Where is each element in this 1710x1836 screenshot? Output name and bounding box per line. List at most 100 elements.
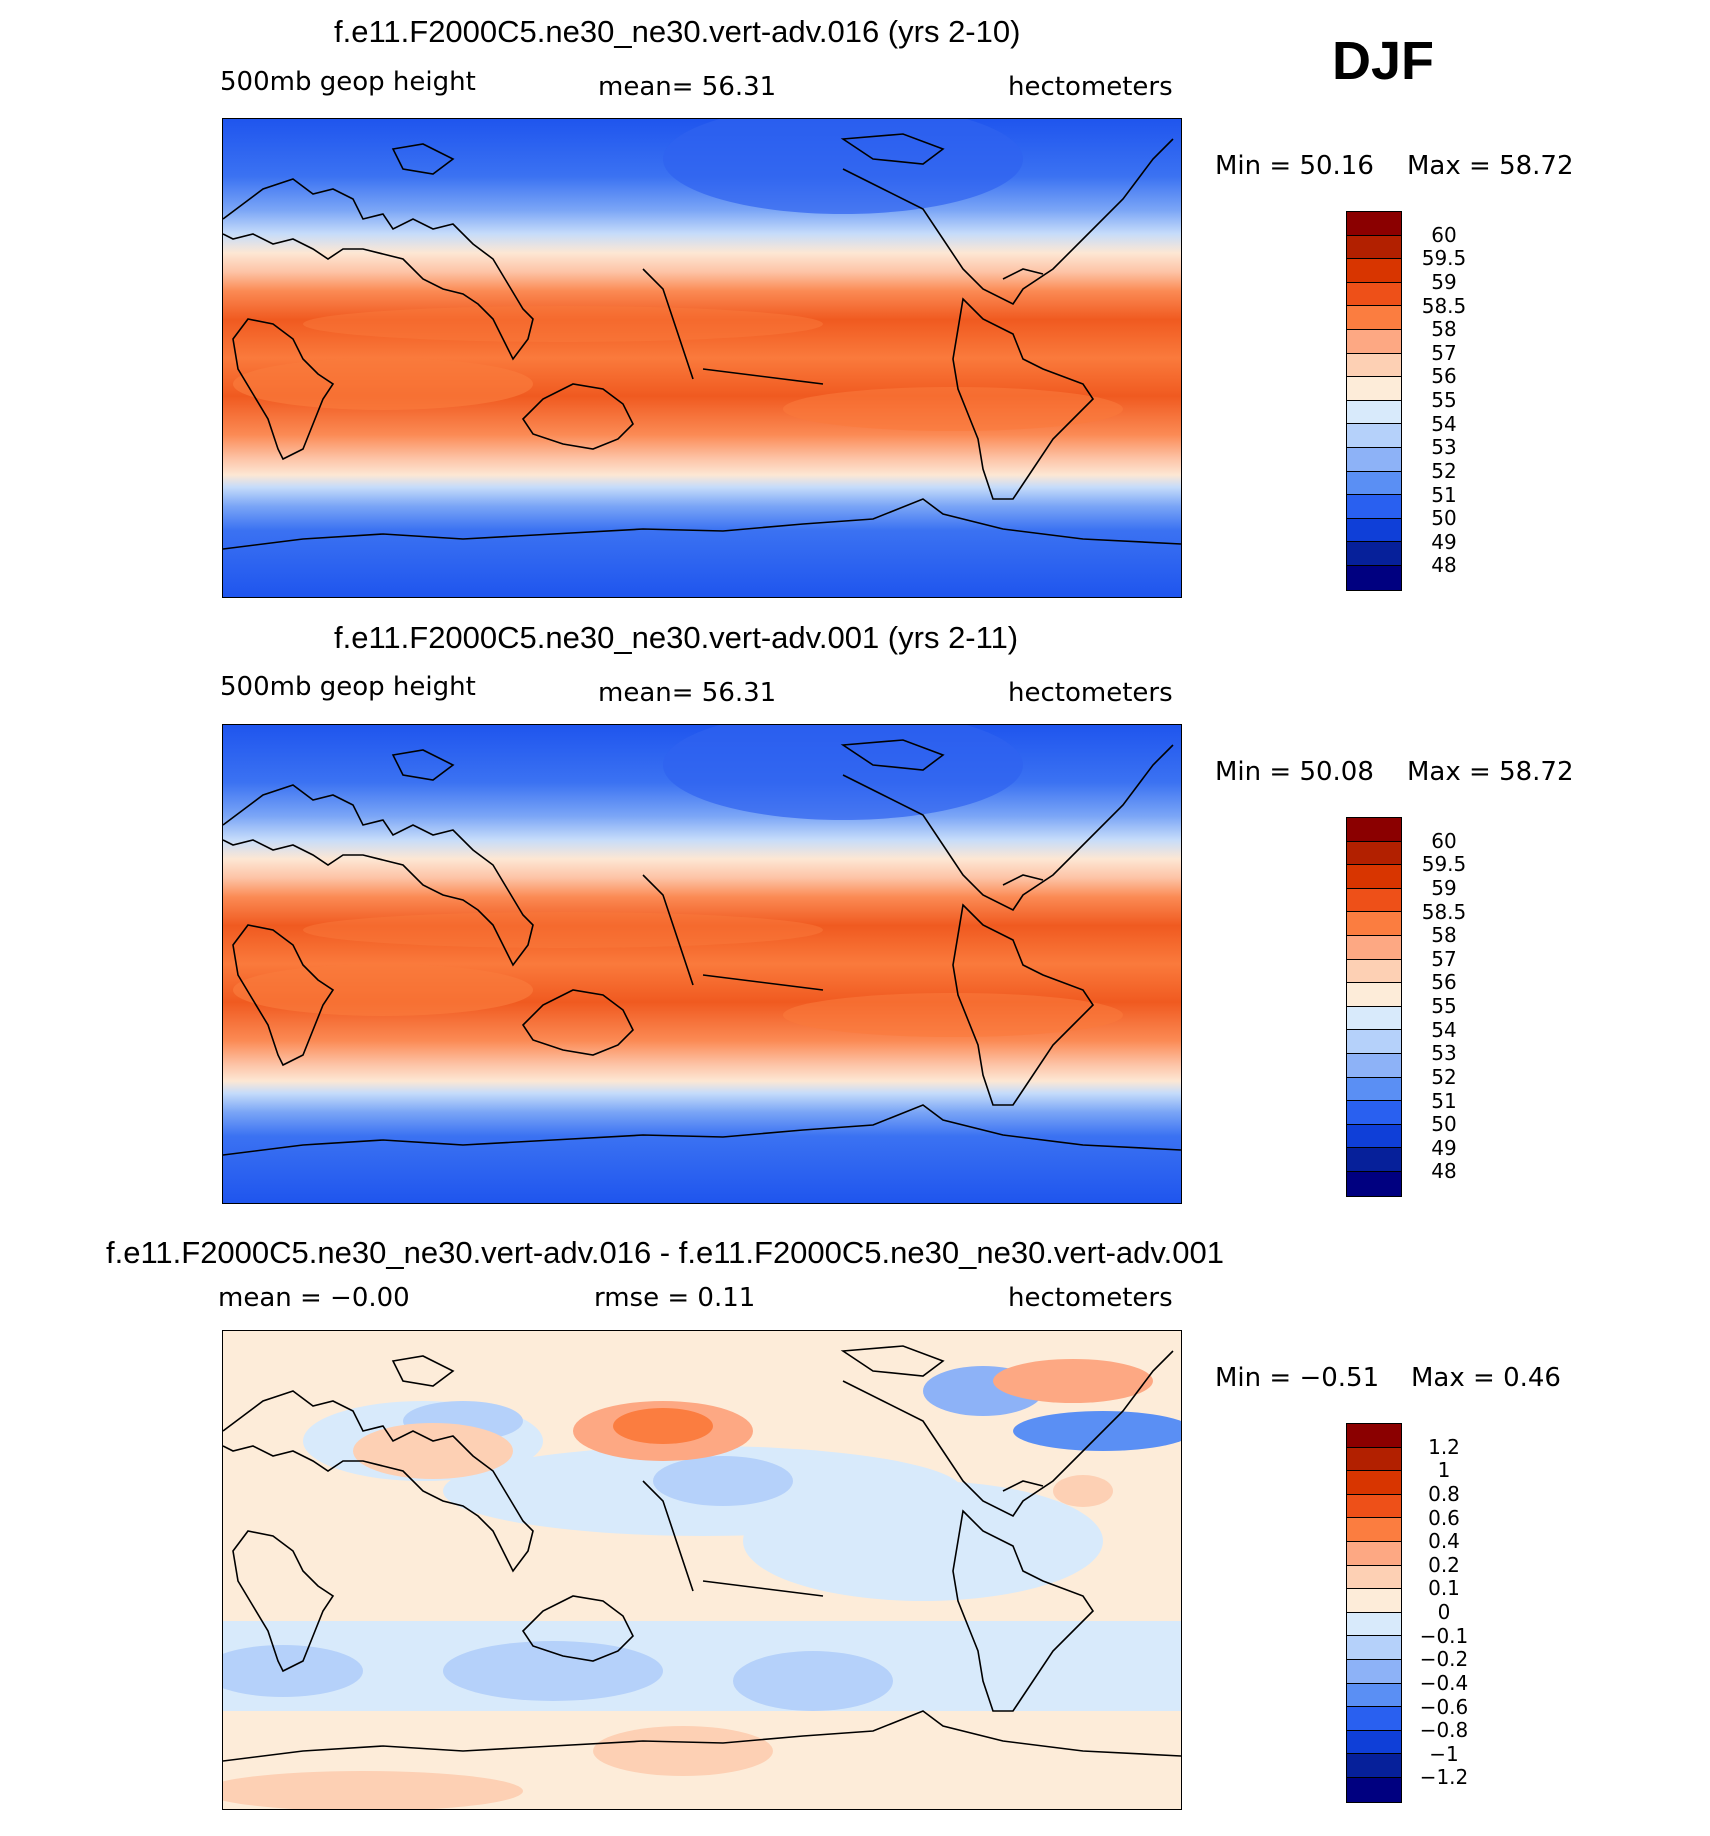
colorbar-tick-label: 55 [1431,388,1457,412]
colorbar-tick-label: 49 [1431,529,1457,554]
colorbar-tick-label: −0.6 [1419,1694,1469,1719]
panel-2-max-label: Max = 58.72 [1407,757,1574,787]
colorbar-tick-label: 0 [1437,1600,1451,1624]
colorbar-swatch [1347,935,1401,960]
colorbar-swatch [1347,1447,1401,1472]
colorbar-tick-label: 58.5 [1421,293,1467,318]
colorbar-tick-label: 59.5 [1421,246,1467,271]
panel-2-colorbar [1346,817,1402,1197]
colorbar-swatch [1347,306,1401,330]
season-label: DJF [1332,31,1435,91]
colorbar-tick-label: 57 [1431,340,1457,365]
panel-3-min-label: Min = −0.51 [1215,1363,1380,1393]
panel-1-mean-label: mean= 56.31 [598,72,777,102]
colorbar-tick-label: 50 [1431,506,1457,531]
panel-1-colorbar-labels: 60 59.5 59 58.5 58 57 56 55 54 53 52 51 … [1416,211,1472,589]
colorbar-swatch [1347,1612,1401,1637]
colorbar-swatch [1347,1754,1401,1778]
panel-2-left-label: 500mb geop height [220,672,476,702]
colorbar-swatch [1347,865,1401,889]
colorbar-tick-label: 50 [1431,1112,1457,1137]
panel-3-map [222,1330,1182,1810]
colorbar-tick-label: −1.2 [1419,1765,1469,1790]
colorbar-tick-label: 49 [1431,1135,1457,1160]
colorbar-swatch [1347,259,1401,283]
panel-1-units-label: hectometers [1008,72,1173,102]
colorbar-tick-label: 0.4 [1428,1529,1460,1554]
panel-1-min-label: Min = 50.16 [1215,151,1374,181]
colorbar-swatch [1347,1030,1401,1054]
colorbar-tick-label: 48 [1431,1159,1457,1184]
panel-3-max-label: Max = 0.46 [1411,1363,1561,1393]
colorbar-swatch [1347,1730,1401,1755]
colorbar-tick-label: 57 [1431,946,1457,971]
colorbar-tick-label: 53 [1431,1041,1457,1066]
panel-2-min-label: Min = 50.08 [1215,757,1374,787]
colorbar-tick-label: 51 [1431,1088,1457,1113]
colorbar-swatch [1347,1659,1401,1684]
colorbar-tick-label: 0.1 [1428,1576,1460,1601]
colorbar-tick-label: 56 [1431,970,1457,995]
colorbar-swatch [1347,565,1401,590]
panel-2-units-label: hectometers [1008,678,1173,708]
colorbar-tick-label: −0.8 [1419,1718,1469,1743]
colorbar-swatch [1347,447,1401,472]
colorbar-tick-label: 52 [1431,458,1457,483]
colorbar-tick-label: 55 [1431,994,1457,1018]
colorbar-swatch [1347,282,1401,307]
panel-2-coastlines [223,739,1181,1156]
colorbar-swatch [1347,1124,1401,1149]
colorbar-swatch [1347,400,1401,425]
colorbar-tick-label: 58 [1431,317,1457,342]
panel-1-left-label: 500mb geop height [220,67,476,97]
colorbar-tick-label: 54 [1431,411,1457,436]
colorbar-swatch [1347,1589,1401,1613]
panel-2-mean-label: mean= 56.31 [598,678,777,708]
panel-1-colorbar [1346,211,1402,591]
colorbar-swatch [1347,542,1401,566]
panel-3-title: f.e11.F2000C5.ne30_ne30.vert-adv.016 - f… [106,1235,1224,1270]
panel-3-units-label: hectometers [1008,1283,1173,1313]
colorbar-swatch [1347,495,1401,519]
colorbar-swatch [1347,888,1401,913]
colorbar-swatch [1347,377,1401,401]
panel-3-coastlines [223,1345,1181,1762]
panel-3-colorbar [1346,1423,1402,1803]
colorbar-swatch [1347,329,1401,354]
panel-3-mean-label: mean = −0.00 [218,1283,410,1313]
colorbar-tick-label: 1.2 [1428,1434,1460,1459]
colorbar-swatch [1347,1471,1401,1495]
panel-1-field [223,119,1181,597]
colorbar-swatch [1347,518,1401,543]
colorbar-swatch [1347,235,1401,260]
colorbar-swatch [1347,1171,1401,1196]
colorbar-swatch [1347,1518,1401,1542]
colorbar-swatch [1347,912,1401,936]
colorbar-tick-label: −0.4 [1419,1670,1469,1695]
colorbar-tick-label: 53 [1431,435,1457,460]
panel-3-colorbar-labels: 1.2 1 0.8 0.6 0.4 0.2 0.1 0 −0.1 −0.2 −0… [1416,1423,1472,1801]
colorbar-tick-label: 58.5 [1421,899,1467,924]
colorbar-tick-label: 59 [1431,269,1457,294]
panel-2-title: f.e11.F2000C5.ne30_ne30.vert-adv.001 (yr… [334,620,1019,655]
colorbar-tick-label: −0.2 [1419,1647,1469,1672]
colorbar-swatch [1347,212,1401,236]
colorbar-swatch [1347,1424,1401,1448]
panel-1-coastlines [223,133,1181,550]
panel-2-field [223,725,1181,1203]
colorbar-tick-label: 60 [1431,222,1457,247]
panel-3-rmse-label: rmse = 0.11 [594,1283,756,1313]
colorbar-swatch [1347,353,1401,378]
colorbar-swatch [1347,1565,1401,1590]
panel-1-max-label: Max = 58.72 [1407,151,1574,181]
colorbar-tick-label: 48 [1431,553,1457,578]
colorbar-tick-label: 1 [1437,1458,1451,1483]
colorbar-swatch [1347,1148,1401,1172]
colorbar-swatch [1347,983,1401,1007]
colorbar-tick-label: −0.1 [1419,1623,1469,1648]
panel-2-colorbar-labels: 60 59.5 59 58.5 58 57 56 55 54 53 52 51 … [1416,817,1472,1195]
colorbar-tick-label: 52 [1431,1064,1457,1089]
colorbar-swatch [1347,1494,1401,1519]
colorbar-swatch [1347,841,1401,866]
colorbar-swatch [1347,424,1401,448]
